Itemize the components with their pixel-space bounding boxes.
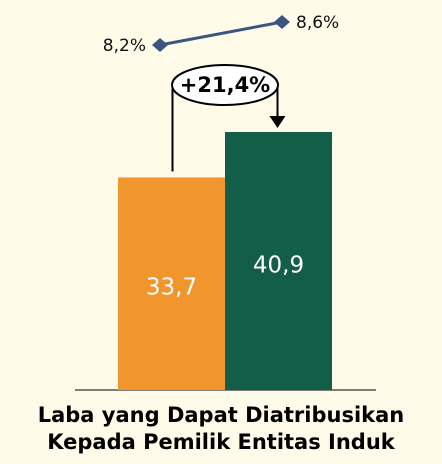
data-label: 40,9 <box>253 253 304 279</box>
arrow-head <box>269 116 286 128</box>
line-marker <box>152 38 168 52</box>
line-label: 8,2% <box>103 36 146 56</box>
line-marker <box>274 15 290 29</box>
chart-title: Laba yang Dapat Diatribusikan <box>38 403 405 427</box>
line-label: 8,6% <box>296 13 339 33</box>
chart-title: Kepada Pemilik Entitas Induk <box>47 430 396 454</box>
line <box>159 20 283 47</box>
data-label: 33,7 <box>146 274 197 300</box>
bar <box>118 177 225 390</box>
annotation: +21,4% <box>180 73 270 97</box>
annotation-ellipse <box>171 64 279 106</box>
bar <box>225 132 332 390</box>
